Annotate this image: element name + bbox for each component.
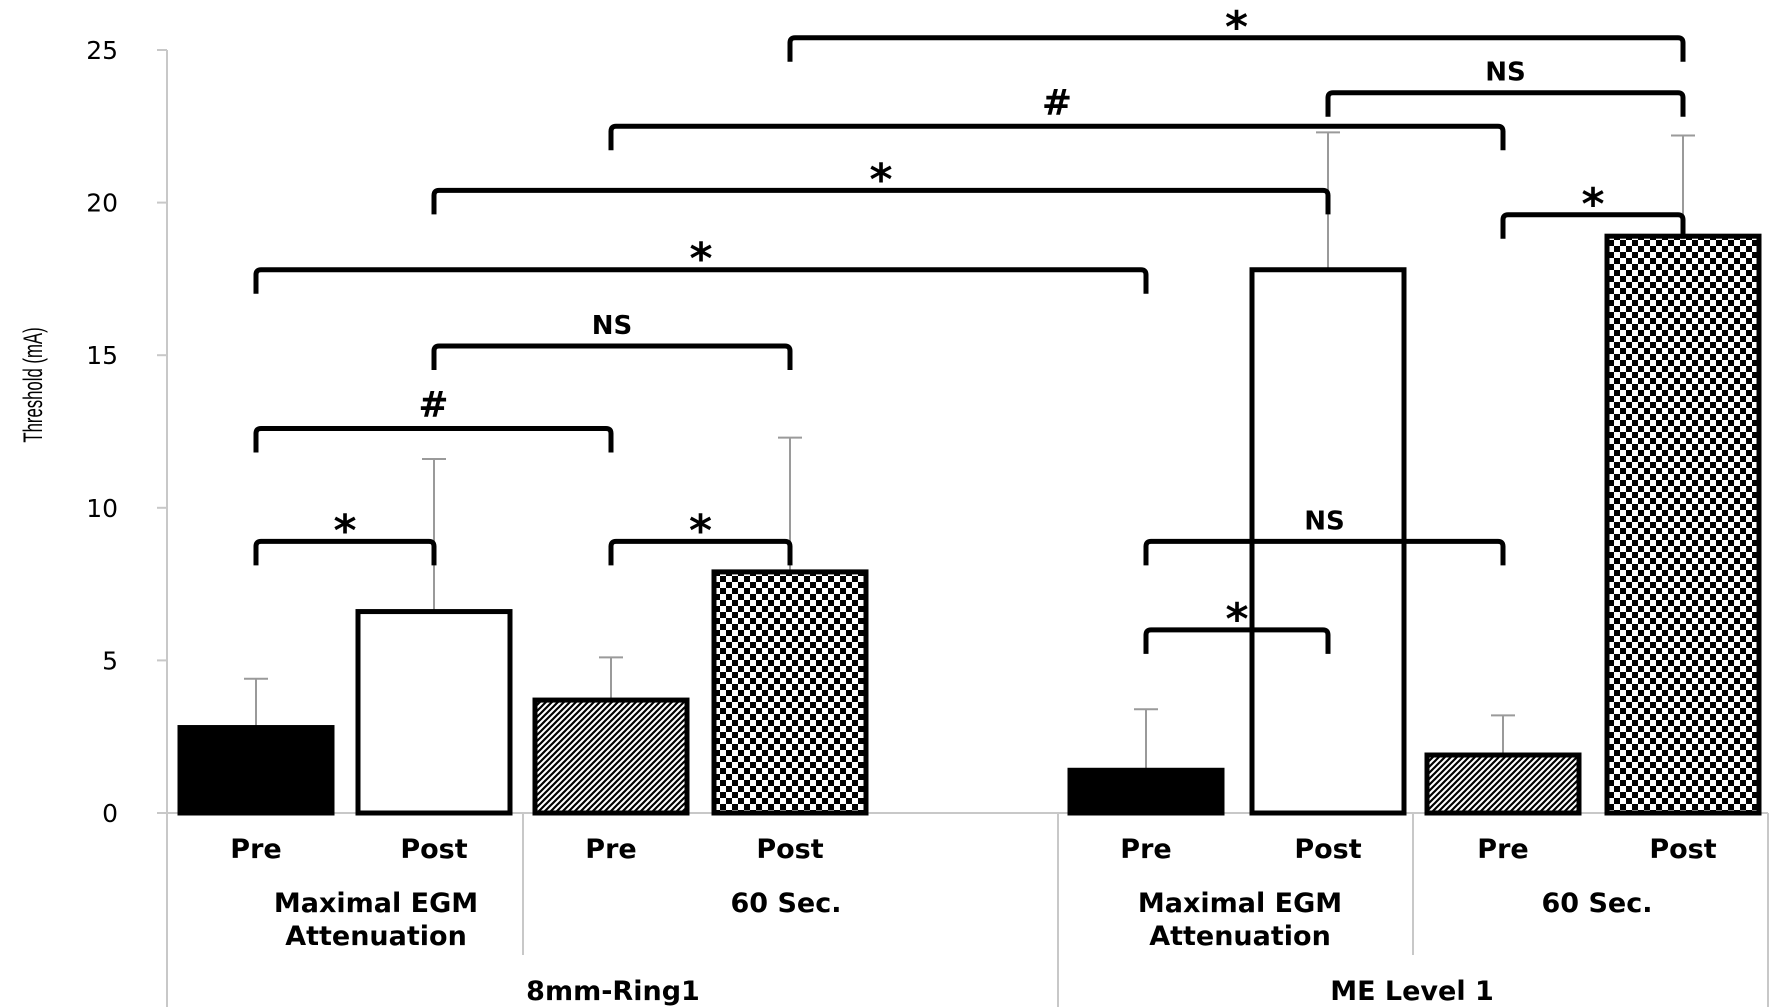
phase-label: Post xyxy=(400,834,467,865)
significance-bracket xyxy=(608,538,793,566)
phase-label: Post xyxy=(1649,834,1716,865)
y-tick-label: 15 xyxy=(86,341,118,370)
significance-label: NS xyxy=(592,311,633,341)
significance-bracket xyxy=(1325,90,1686,117)
phase-label: Pre xyxy=(1477,834,1528,865)
significance-label: * xyxy=(869,154,892,205)
significance-bracket xyxy=(431,343,793,371)
bar xyxy=(532,697,690,816)
significance-label: * xyxy=(333,505,356,556)
phase-label: Pre xyxy=(1120,834,1171,865)
bar xyxy=(711,569,869,816)
significance-bracket xyxy=(431,187,1331,215)
bar xyxy=(1067,767,1225,816)
y-tick-label: 25 xyxy=(86,36,118,65)
bar xyxy=(177,725,335,816)
significance-bracket xyxy=(787,35,1686,62)
significance-label: # xyxy=(418,384,448,425)
condition-label: Attenuation xyxy=(1149,921,1331,952)
condition-label: 60 Sec. xyxy=(731,888,842,919)
y-tick-label: 5 xyxy=(102,646,118,675)
bars xyxy=(177,131,1762,816)
y-tick-label: 10 xyxy=(86,494,118,523)
phase-label: Post xyxy=(1294,834,1361,865)
significance-label: * xyxy=(1225,2,1248,53)
y-axis-label: Threshold (mA) xyxy=(18,327,48,442)
bar xyxy=(1424,752,1582,816)
significance-label: * xyxy=(689,505,712,556)
significance-bracket xyxy=(608,123,1506,151)
significance-bracket xyxy=(253,538,437,566)
phase-label: Post xyxy=(756,834,823,865)
significance-bracket xyxy=(253,425,614,453)
bar xyxy=(1604,233,1762,816)
phase-label: Pre xyxy=(585,834,636,865)
significance-brackets: * * # NS * * # * NS * * NS xyxy=(253,2,1686,654)
condition-label: Maximal EGM xyxy=(274,888,478,919)
significance-bracket xyxy=(1500,212,1686,239)
condition-label: Attenuation xyxy=(285,921,467,952)
significance-label: * xyxy=(689,234,712,285)
condition-label: 60 Sec. xyxy=(1542,888,1653,919)
significance-bracket xyxy=(253,267,1149,294)
y-tick-label: 20 xyxy=(86,189,118,218)
significance-label: * xyxy=(1225,594,1248,645)
significance-label: NS xyxy=(1304,506,1345,536)
significance-bracket xyxy=(1143,627,1331,654)
significance-label: # xyxy=(1042,82,1072,123)
group-label: ME Level 1 xyxy=(1330,976,1494,1007)
significance-bracket xyxy=(1143,538,1506,566)
y-tick-label: 0 xyxy=(102,799,118,828)
phase-label: Pre xyxy=(230,834,281,865)
significance-label: * xyxy=(1581,179,1604,230)
significance-label: NS xyxy=(1485,58,1526,88)
group-label: 8mm-Ring1 xyxy=(526,976,700,1007)
condition-label: Maximal EGM xyxy=(1138,888,1342,919)
bar xyxy=(355,609,513,816)
